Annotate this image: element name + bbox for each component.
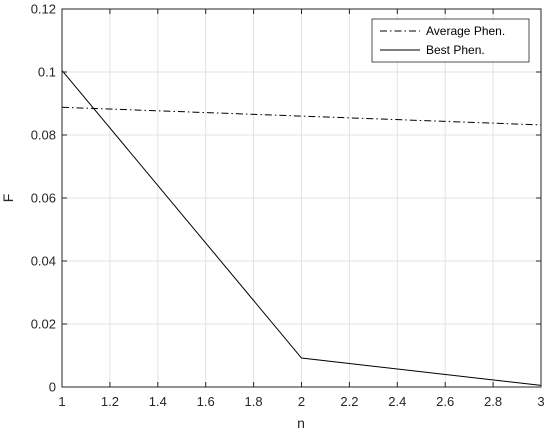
y-tick-label: 0.12: [31, 2, 56, 17]
x-tick-label: 2: [298, 394, 305, 409]
legend-label-best-phen: Best Phen.: [426, 43, 485, 57]
y-tick-label: 0.1: [38, 65, 56, 80]
y-tick-label: 0.02: [31, 317, 56, 332]
y-axis-ticks: 0 0.02 0.04 0.06 0.08 0.1 0.12: [31, 2, 541, 395]
x-tick-label: 1.2: [101, 394, 119, 409]
x-tick-label: 1.6: [197, 394, 215, 409]
legend: Average Phen. Best Phen.: [371, 18, 530, 63]
x-tick-label: 2.4: [388, 394, 406, 409]
x-tick-label: 3: [537, 394, 544, 409]
series-line-best-phen: [61, 70, 542, 386]
y-tick-label: 0.08: [31, 128, 56, 143]
y-axis-label: F: [0, 194, 16, 203]
series-layer: [61, 70, 542, 386]
x-tick-label: 2.8: [484, 394, 502, 409]
x-tick-label: 1.8: [245, 394, 263, 409]
y-tick-label: 0.06: [31, 191, 56, 206]
y-tick-label: 0.04: [31, 254, 56, 269]
legend-label-average-phen: Average Phen.: [426, 24, 505, 38]
x-tick-label: 1: [58, 394, 65, 409]
x-axis-label: n: [297, 415, 305, 431]
x-tick-label: 2.6: [436, 394, 454, 409]
legend-box: [371, 18, 530, 63]
x-tick-label: 1.4: [149, 394, 167, 409]
y-tick-label: 0: [49, 380, 56, 395]
x-axis-ticks: 1 1.2 1.4 1.6 1.8 2 2.2 2.4 2.6 2.8 3: [58, 9, 545, 409]
x-tick-label: 2.2: [340, 394, 358, 409]
